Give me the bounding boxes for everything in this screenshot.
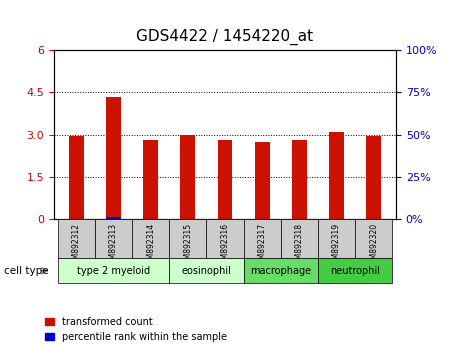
Text: GSM892318: GSM892318 — [295, 223, 304, 269]
Bar — [255, 142, 270, 219]
FancyBboxPatch shape — [58, 258, 169, 283]
FancyBboxPatch shape — [281, 219, 318, 258]
Bar — [143, 140, 158, 219]
Bar — [106, 97, 121, 219]
Text: GSM892312: GSM892312 — [72, 223, 81, 269]
Bar — [106, 217, 121, 219]
Text: GDS4422 / 1454220_at: GDS4422 / 1454220_at — [136, 28, 314, 45]
FancyBboxPatch shape — [169, 258, 243, 283]
FancyBboxPatch shape — [243, 219, 281, 258]
Text: GSM892313: GSM892313 — [109, 223, 118, 269]
Text: cell type: cell type — [4, 266, 49, 276]
FancyBboxPatch shape — [355, 219, 392, 258]
Text: GSM892317: GSM892317 — [258, 223, 267, 269]
Text: eosinophil: eosinophil — [181, 266, 231, 276]
Bar — [366, 136, 381, 219]
FancyBboxPatch shape — [58, 219, 95, 258]
Text: GSM892320: GSM892320 — [369, 223, 378, 269]
FancyBboxPatch shape — [169, 219, 207, 258]
Text: GSM892314: GSM892314 — [146, 223, 155, 269]
FancyBboxPatch shape — [207, 219, 243, 258]
FancyBboxPatch shape — [132, 219, 169, 258]
FancyBboxPatch shape — [318, 258, 392, 283]
Text: GSM892316: GSM892316 — [220, 223, 230, 269]
Bar — [69, 136, 84, 219]
FancyBboxPatch shape — [318, 219, 355, 258]
FancyBboxPatch shape — [243, 258, 318, 283]
Text: GSM892319: GSM892319 — [332, 223, 341, 269]
Bar — [217, 139, 233, 219]
Text: neutrophil: neutrophil — [330, 266, 380, 276]
Bar — [180, 135, 195, 219]
Text: macrophage: macrophage — [250, 266, 311, 276]
Text: type 2 myeloid: type 2 myeloid — [77, 266, 150, 276]
FancyBboxPatch shape — [95, 219, 132, 258]
Text: GSM892315: GSM892315 — [183, 223, 192, 269]
Legend: transformed count, percentile rank within the sample: transformed count, percentile rank withi… — [41, 313, 231, 346]
Bar — [292, 140, 307, 219]
Bar — [329, 132, 344, 219]
